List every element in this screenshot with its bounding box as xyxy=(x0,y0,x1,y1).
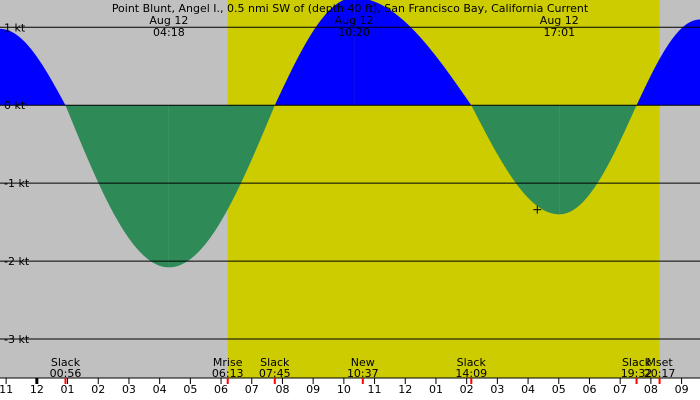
bottom-event-time: 07:45 xyxy=(259,367,291,380)
x-tick-label: 04 xyxy=(521,383,535,396)
x-tick-label: 07 xyxy=(613,383,627,396)
x-tick-label: 09 xyxy=(306,383,320,396)
current-areas xyxy=(0,0,700,268)
top-event-time: 17:01 xyxy=(543,26,575,39)
x-tick-label: 08 xyxy=(644,383,658,396)
flood-area xyxy=(636,19,700,106)
y-tick-labels: 1 kt 0 kt -1 kt -2 kt -3 kt xyxy=(4,21,30,346)
x-tick-label: 01 xyxy=(429,383,443,396)
bottom-event-time: 19:32 xyxy=(621,367,653,380)
chart-title: Point Blunt, Angel I., 0.5 nmi SW of (de… xyxy=(112,2,589,15)
x-axis: 11 12 01 02 03 04 05 06 07 08 09 10 11 12 01 02 03 04 05 06… xyxy=(0,377,700,396)
x-tick-label: 12 xyxy=(398,383,412,396)
y-tick-label: -1 kt xyxy=(4,177,30,190)
bottom-event-label: Mrise xyxy=(213,356,243,369)
bottom-event-time: 20:17 xyxy=(644,367,676,380)
x-tick-label: 08 xyxy=(275,383,289,396)
x-tick-label: 04 xyxy=(153,383,167,396)
y-tick-label: -3 kt xyxy=(4,333,30,346)
ebb-area xyxy=(471,105,560,215)
x-tick-label: 07 xyxy=(245,383,259,396)
y-tick-label: 1 kt xyxy=(4,21,26,34)
x-tick-label: 03 xyxy=(490,383,504,396)
bottom-event-label: Slack xyxy=(622,356,652,369)
ebb-area xyxy=(168,105,275,268)
x-tick-label: 01 xyxy=(61,383,75,396)
bottom-event-label: New xyxy=(351,356,375,369)
daylight-band xyxy=(227,0,660,378)
x-tick-label: 06 xyxy=(214,383,228,396)
top-event-date: Aug 12 xyxy=(540,14,579,27)
bottom-event-label: Slack xyxy=(457,356,487,369)
top-event-date: Aug 12 xyxy=(149,14,188,27)
top-event-time: 10:20 xyxy=(338,26,370,39)
top-event-time: 04:18 xyxy=(153,26,185,39)
y-gridlines xyxy=(0,26,700,340)
x-tick-label: 11 xyxy=(368,383,382,396)
current-time-marker xyxy=(533,205,542,214)
x-tick-label: 05 xyxy=(552,383,566,396)
x-tick-label: 02 xyxy=(460,383,474,396)
y-tick-label: 0 kt xyxy=(4,99,26,112)
bottom-event-time: 06:13 xyxy=(212,367,244,380)
bottom-event-label: Mset xyxy=(646,356,673,369)
flood-area xyxy=(274,0,355,106)
bottom-event-label: Slack xyxy=(260,356,290,369)
bottom-event-time: 14:09 xyxy=(455,367,487,380)
x-tick-label: 05 xyxy=(183,383,197,396)
x-tick-label: 12 xyxy=(30,383,44,396)
y-tick-label: -2 kt xyxy=(4,255,30,268)
flood-area xyxy=(0,28,66,106)
bottom-event-labels: Slack00:56Mrise06:13Slack07:45New10:37Sl… xyxy=(50,356,676,380)
x-tick-label: 02 xyxy=(91,383,105,396)
x-tick-label: 03 xyxy=(122,383,136,396)
bottom-event-label: Slack xyxy=(51,356,81,369)
bottom-event-time: 00:56 xyxy=(50,367,82,380)
ebb-area xyxy=(559,105,637,215)
x-tick-label: 09 xyxy=(675,383,689,396)
x-tick-label: 10 xyxy=(337,383,351,396)
x-tick-label: 06 xyxy=(582,383,596,396)
flood-area xyxy=(354,0,472,106)
bottom-event-time: 10:37 xyxy=(347,367,379,380)
ebb-area xyxy=(65,105,169,268)
top-event-date: Aug 12 xyxy=(335,14,374,27)
x-tick-label: 11 xyxy=(0,383,13,396)
